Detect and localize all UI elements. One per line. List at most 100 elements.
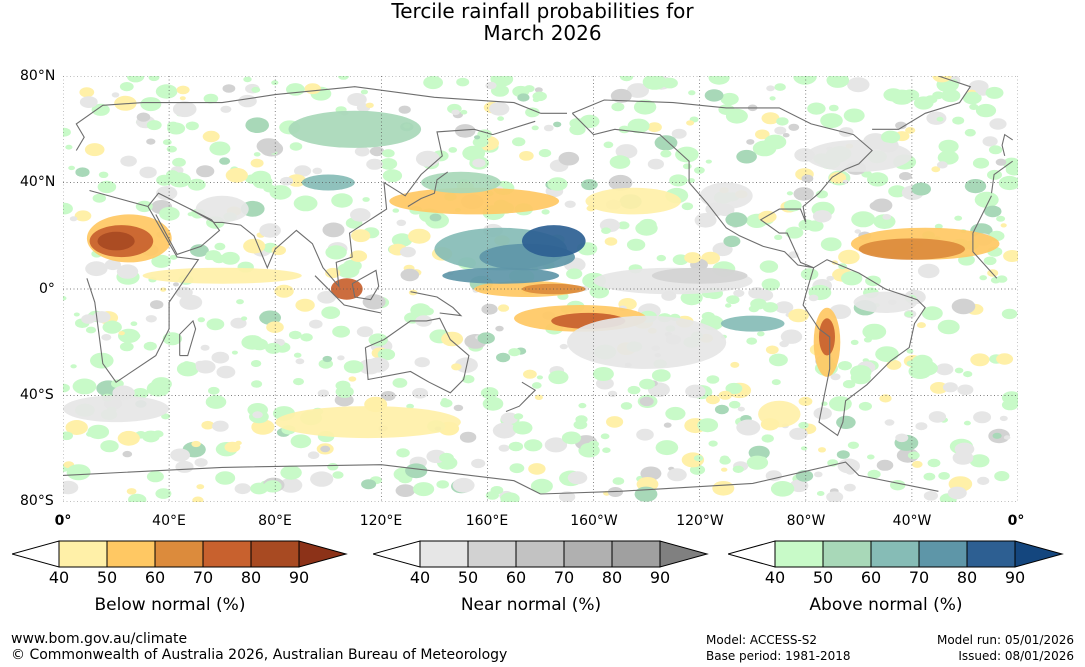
- speckle-cell: [92, 311, 111, 323]
- speckle-cell: [392, 208, 400, 213]
- speckle-cell: [769, 96, 776, 101]
- speckle-cell: [995, 158, 1007, 166]
- map-canvas: [63, 76, 1018, 502]
- speckle-cell: [236, 299, 244, 305]
- speckle-cell: [636, 428, 654, 441]
- speckle-cell: [957, 384, 974, 396]
- speckle-cell: [815, 190, 829, 199]
- near-tick-70: 70: [553, 568, 575, 587]
- speckle-cell: [347, 93, 367, 106]
- coastline: [872, 76, 972, 130]
- speckle-cell: [1003, 435, 1011, 440]
- speckle-cell: [828, 104, 839, 112]
- speckle-cell: [87, 424, 110, 440]
- footer-url: www.bom.gov.au/climate: [11, 631, 188, 647]
- speckle-cell: [617, 221, 630, 230]
- speckle-cell: [456, 77, 470, 87]
- speckle-cell: [994, 471, 1010, 482]
- speckle-cell: [748, 287, 766, 299]
- speckle-cell: [759, 260, 779, 273]
- speckle-cell: [182, 361, 191, 367]
- speckle-cell: [72, 378, 97, 395]
- speckle-cell: [441, 398, 448, 403]
- speckle-cell: [660, 149, 672, 158]
- speckle-cell: [911, 182, 931, 196]
- speckle-cell: [651, 369, 671, 382]
- speckle-cell: [969, 454, 990, 468]
- speckle-cell: [460, 109, 468, 115]
- speckle-cell: [888, 185, 907, 198]
- speckle-cell: [119, 342, 134, 352]
- speckle-cell: [693, 455, 704, 462]
- speckle-cell: [867, 454, 875, 460]
- speckle-cell: [725, 382, 743, 395]
- speckle-cell: [782, 133, 790, 138]
- speckle-cell: [179, 96, 186, 101]
- speckle-cell: [764, 134, 787, 150]
- speckle-cell: [611, 102, 625, 112]
- coastline: [314, 275, 382, 314]
- below-legend-title: Below normal (%): [94, 595, 246, 615]
- speckle-cell: [972, 157, 990, 169]
- near-normal-region: [805, 139, 912, 172]
- coastline: [351, 269, 380, 301]
- speckle-cell: [783, 199, 802, 212]
- speckle-cell: [861, 170, 872, 178]
- speckle-cell: [996, 353, 1014, 365]
- speckle-cell: [65, 420, 88, 435]
- below-tick-50: 50: [96, 568, 118, 587]
- speckle-cell: [79, 96, 98, 108]
- speckle-cell: [421, 307, 434, 316]
- speckle-cell: [204, 254, 213, 261]
- lon-label-0-right: 0°: [1007, 513, 1025, 529]
- speckle-cell: [360, 89, 368, 95]
- speckle-cell: [194, 458, 208, 467]
- speckle-cell: [906, 349, 914, 354]
- speckle-cell: [225, 167, 248, 183]
- speckle-cell: [974, 191, 999, 208]
- near-tick-60: 60: [505, 568, 527, 587]
- speckle-cell: [266, 321, 284, 333]
- speckle-cell: [867, 172, 889, 187]
- speckle-cell: [196, 484, 205, 490]
- near-colorbar: [371, 540, 709, 568]
- speckle-cell: [654, 135, 678, 151]
- speckle-cell: [405, 463, 428, 479]
- speckle-cell: [762, 302, 778, 313]
- colorbar-step: [563, 540, 613, 568]
- speckle-cell: [801, 174, 814, 183]
- speckle-cell: [212, 420, 229, 432]
- speckle-cell: [161, 413, 171, 420]
- speckle-cell: [936, 161, 948, 169]
- speckle-cell: [368, 333, 388, 347]
- speckle-cell: [708, 76, 730, 85]
- speckle-cell: [858, 401, 873, 411]
- speckle-cell: [243, 238, 266, 254]
- speckle-cell: [682, 163, 692, 170]
- speckle-cell: [543, 124, 554, 132]
- speckle-cell: [736, 149, 757, 164]
- speckle-cell: [626, 238, 646, 251]
- speckle-cell: [382, 149, 395, 158]
- speckle-cell: [970, 353, 990, 367]
- speckle-cell: [951, 298, 976, 315]
- speckle-cell: [788, 308, 809, 323]
- speckle-cell: [90, 352, 114, 369]
- speckle-cell: [928, 411, 947, 423]
- speckle-cell: [917, 263, 940, 279]
- speckle-cell: [705, 159, 712, 164]
- speckle-cell: [601, 227, 611, 234]
- lat-label-80s: 80°S: [20, 493, 54, 509]
- speckle-cell: [309, 319, 323, 329]
- legend-near-normal: 40 50 60 70 80 90 Near normal (%): [371, 540, 709, 615]
- speckle-cell: [776, 117, 789, 126]
- speckle-cell: [830, 373, 841, 381]
- coastline: [155, 208, 221, 256]
- speckle-cell: [808, 294, 819, 302]
- speckle-cell: [798, 219, 815, 231]
- probability-map: [63, 76, 1018, 502]
- lat-label-equator: 0°: [39, 281, 55, 297]
- speckle-cell: [789, 479, 809, 493]
- speckle-cell: [633, 99, 657, 115]
- speckle-cell: [322, 222, 345, 238]
